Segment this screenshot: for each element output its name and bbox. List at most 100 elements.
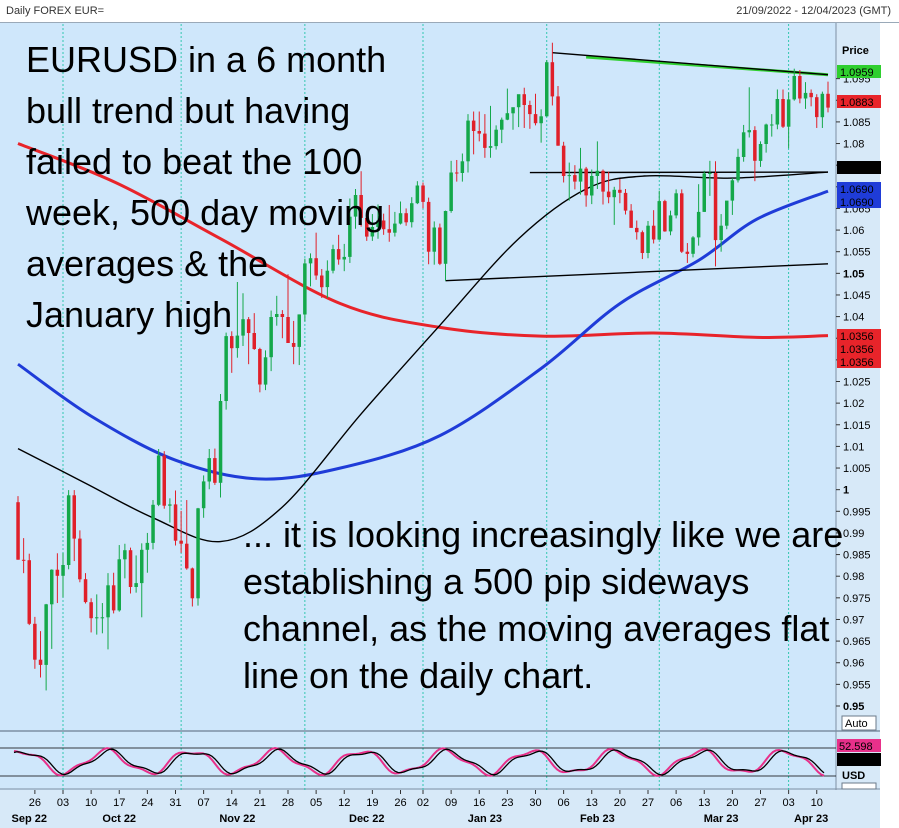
candle — [736, 148, 740, 183]
candle — [365, 211, 369, 241]
candle — [359, 171, 363, 227]
candle-body — [66, 495, 71, 565]
candle-body — [190, 568, 195, 599]
price-tick-label: 0.955 — [843, 679, 871, 691]
candle-body — [156, 455, 161, 505]
candle — [483, 114, 487, 158]
price-tick-label: 1.05 — [843, 268, 864, 280]
candle — [725, 200, 729, 230]
price-tag-label: 1.0690 — [840, 184, 874, 196]
candle-body — [342, 256, 346, 260]
candle-body — [151, 504, 155, 543]
candle-body — [680, 193, 684, 252]
candle-body — [550, 62, 555, 97]
candle — [719, 214, 723, 252]
price-tag-label: 1.0734 — [840, 163, 874, 175]
candle-body — [235, 335, 240, 349]
candle-body — [365, 218, 369, 237]
day-tick-label: 16 — [473, 797, 485, 809]
candle — [792, 68, 796, 101]
moving-average-1 — [17, 189, 829, 481]
candle-body — [820, 93, 825, 118]
candle-body — [263, 357, 268, 385]
price-tick-label: 1.005 — [843, 463, 871, 475]
candle — [38, 631, 43, 678]
price-tick-label: 0.995 — [843, 506, 871, 518]
candle-body — [696, 211, 701, 238]
candle-body — [736, 156, 740, 181]
candle-body — [218, 401, 223, 483]
candle-body — [280, 314, 285, 317]
day-tick-label: 10 — [85, 797, 97, 809]
day-tick-label: 27 — [754, 797, 766, 809]
candle — [786, 92, 791, 149]
candle-body — [72, 495, 76, 539]
candle — [224, 332, 228, 410]
candle — [820, 91, 825, 128]
candle — [708, 160, 712, 196]
price-tick-label: 1.08 — [843, 139, 864, 151]
price-tick-label: 0.99 — [843, 528, 864, 540]
price-tag: 1.0356 — [837, 329, 881, 343]
candle-body — [798, 76, 802, 99]
candle — [33, 616, 37, 669]
month-label: Mar 23 — [704, 813, 739, 825]
price-tick-label: 1.06 — [843, 225, 864, 237]
price-tag-box — [837, 355, 881, 368]
candle — [207, 448, 211, 490]
candle-body — [213, 458, 217, 483]
candle — [522, 87, 526, 128]
candle — [123, 543, 127, 579]
candle-body — [606, 191, 611, 198]
candle-body — [370, 227, 375, 237]
auto-button — [841, 715, 877, 731]
candle-body — [201, 481, 206, 509]
candle — [95, 594, 99, 635]
candle — [291, 320, 296, 365]
candle — [758, 141, 763, 167]
candle-body — [556, 96, 560, 146]
candle — [516, 94, 521, 128]
day-tick-label: 21 — [254, 797, 266, 809]
candle — [606, 171, 611, 204]
candle-body — [38, 659, 43, 665]
candle-body — [246, 319, 251, 333]
price-tick-label: 1.02 — [843, 398, 864, 410]
candle — [16, 496, 20, 560]
candle-body — [455, 172, 459, 174]
candle — [381, 213, 386, 235]
candle-body — [95, 617, 99, 619]
candle-body — [651, 225, 656, 240]
date-range: 21/09/2022 - 12/04/2023 (GMT) — [736, 5, 891, 17]
candle-body — [252, 333, 256, 349]
candle — [438, 223, 442, 266]
day-tick-label: 06 — [558, 797, 570, 809]
candle — [753, 126, 757, 182]
price-tag: 1.0690 — [837, 182, 881, 196]
candle-body — [359, 195, 363, 218]
month-label: Nov 22 — [219, 813, 255, 825]
osc-unit-label: USD — [842, 770, 865, 782]
candle-body — [640, 232, 645, 253]
candle — [415, 181, 420, 205]
candle-body — [297, 314, 301, 347]
candle-body — [741, 132, 746, 157]
price-tick-label: 0.96 — [843, 658, 864, 670]
candle — [640, 230, 645, 260]
price-tag-label: 1.0883 — [840, 97, 874, 109]
candle — [140, 543, 144, 618]
candle — [471, 111, 476, 155]
candle — [809, 89, 813, 107]
candle-body — [269, 317, 273, 358]
candle — [545, 60, 549, 117]
candle — [246, 317, 251, 365]
candle — [297, 314, 301, 366]
candle — [50, 569, 54, 649]
candle — [730, 178, 735, 215]
candle-body — [747, 130, 751, 133]
day-tick-label: 20 — [726, 797, 738, 809]
candle — [218, 394, 223, 498]
price-axis-label: Price — [842, 45, 869, 57]
candle — [398, 201, 403, 225]
candle-body — [623, 192, 628, 211]
